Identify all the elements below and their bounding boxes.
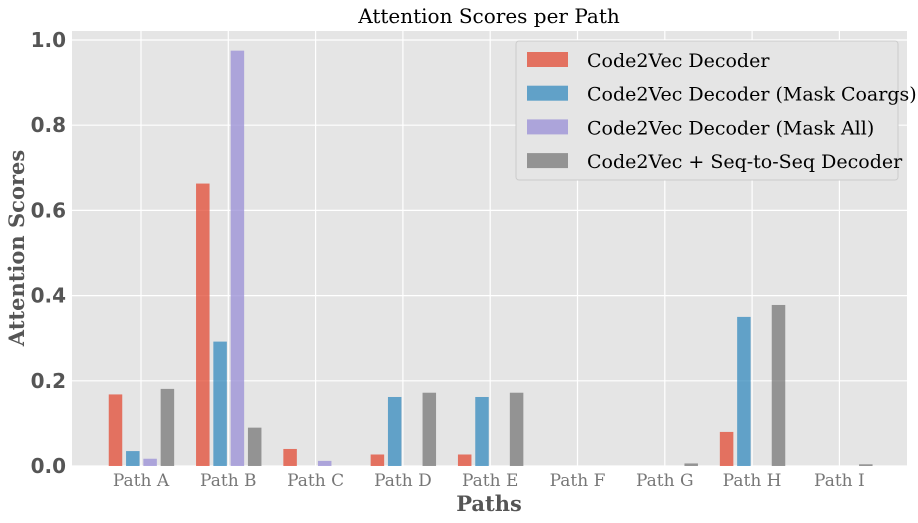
bar xyxy=(247,427,262,466)
chart-title: Attention Scores per Path xyxy=(357,4,620,28)
x-tick-label: Path E xyxy=(462,471,518,491)
legend-box xyxy=(515,40,899,181)
bar xyxy=(160,388,175,466)
x-axis-label: Paths xyxy=(456,491,522,516)
bar xyxy=(719,431,734,466)
bar xyxy=(387,396,402,466)
x-tick-label: Path C xyxy=(287,471,344,491)
legend-label: Code2Vec + Seq-to-Seq Decoder xyxy=(587,151,903,173)
legend-label: Code2Vec Decoder (Mask Coargs) xyxy=(587,84,917,106)
y-axis-label: Attention Scores xyxy=(4,150,29,347)
legend-label: Code2Vec Decoder xyxy=(587,50,770,72)
x-tick-label: Path F xyxy=(550,471,606,491)
y-tick-labels: 0.0 0.2 0.4 0.6 0.8 1.0 xyxy=(31,28,66,478)
x-tick-label: Path I xyxy=(814,471,865,491)
bar xyxy=(684,463,698,466)
bar xyxy=(213,341,227,466)
bar xyxy=(108,394,123,466)
bar xyxy=(771,304,786,466)
bar xyxy=(317,460,332,466)
y-tick-label: 1.0 xyxy=(31,28,66,52)
legend: Code2Vec Decoder Code2Vec Decoder (Mask C… xyxy=(515,40,917,181)
bar xyxy=(196,183,210,466)
legend-swatch xyxy=(527,119,568,135)
legend-label: Code2Vec Decoder (Mask All) xyxy=(587,117,874,139)
bar xyxy=(230,50,245,467)
y-tick-label: 0.4 xyxy=(31,284,66,308)
bars xyxy=(108,50,873,467)
legend-swatch xyxy=(527,85,568,101)
bar xyxy=(457,454,472,466)
x-tick-label: Path G xyxy=(636,471,694,491)
x-tick-label: Path A xyxy=(113,471,170,491)
x-tick-label: Path H xyxy=(723,471,782,491)
bar xyxy=(509,392,524,466)
x-tick-label: Path D xyxy=(374,471,432,491)
y-tick-label: 0.8 xyxy=(31,113,66,137)
bar xyxy=(370,454,385,466)
bar xyxy=(859,464,873,466)
bar xyxy=(283,448,297,466)
bar xyxy=(126,451,140,466)
grid-lines xyxy=(72,31,907,467)
x-tick-label: Path B xyxy=(200,471,257,491)
bar xyxy=(475,396,489,466)
y-tick-label: 0.0 xyxy=(31,454,66,478)
y-tick-label: 0.2 xyxy=(31,369,66,393)
legend-swatch xyxy=(527,153,568,169)
x-tick-labels: Path A Path B Path C Path D Path E Path F Path… xyxy=(113,471,865,491)
bar xyxy=(737,316,751,466)
legend-swatch xyxy=(527,52,568,67)
bar xyxy=(422,392,437,466)
bar xyxy=(143,458,157,466)
y-tick-label: 0.6 xyxy=(31,198,66,222)
